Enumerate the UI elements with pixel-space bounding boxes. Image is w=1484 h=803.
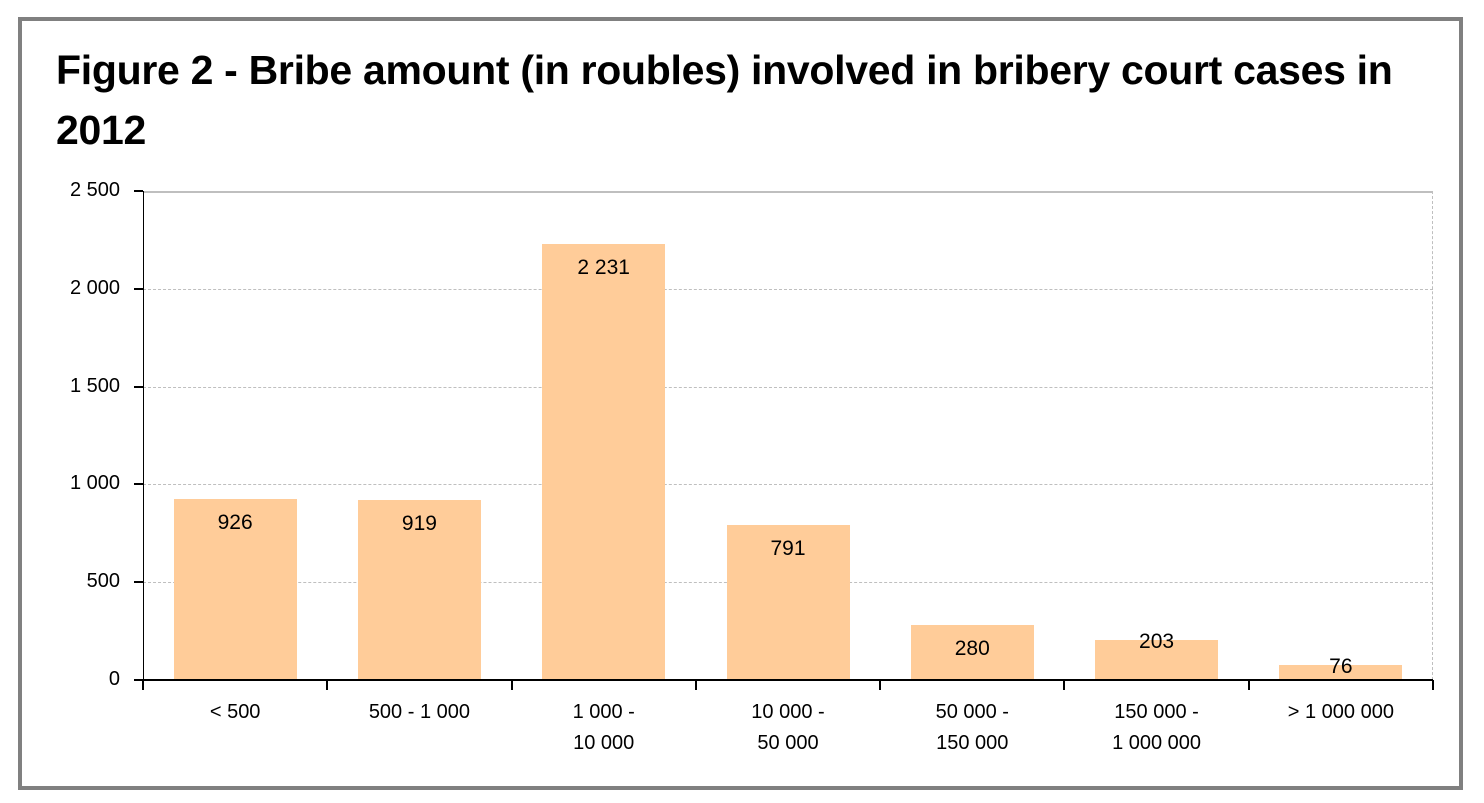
x-axis	[143, 679, 1433, 681]
plot-right-border	[1432, 191, 1433, 680]
y-tick-label: 1 000	[69, 472, 120, 495]
gridline	[143, 484, 1433, 486]
y-tick	[134, 190, 143, 192]
x-tick	[1247, 680, 1250, 690]
bar-value-label: 76	[1329, 655, 1353, 679]
x-tick	[1432, 680, 1434, 690]
gridline	[143, 288, 1433, 290]
x-tick	[879, 680, 882, 690]
chart-title: Figure 2 - Bribe amount (in roubles) inv…	[56, 47, 1393, 153]
y-tick-label: 500	[86, 570, 120, 593]
gridline	[143, 191, 1433, 193]
x-tick	[326, 680, 329, 690]
bar	[542, 243, 666, 680]
bar-value-label: 919	[401, 512, 437, 536]
bar	[1095, 640, 1219, 680]
bar	[726, 525, 850, 680]
gridline	[143, 386, 1433, 388]
x-tick	[510, 680, 513, 690]
x-tick	[142, 680, 144, 690]
y-tick-label: 0	[108, 668, 120, 690]
bar-value-label: 926	[217, 510, 253, 534]
x-category-label: 10 000 - 50 000	[751, 701, 825, 754]
bar-value-label: 203	[1139, 630, 1175, 654]
y-tick	[134, 385, 143, 388]
y-tick	[134, 287, 143, 290]
y-tick-label: 1 500	[69, 374, 120, 397]
bar	[357, 500, 481, 680]
x-category-label: < 500	[209, 701, 261, 723]
y-tick	[134, 581, 143, 584]
x-category-label: 500 - 1 000	[368, 701, 471, 723]
bar	[173, 498, 297, 680]
bar	[1279, 665, 1403, 680]
x-category-label: 1 000 - 10 000	[572, 701, 635, 754]
y-tick	[134, 679, 143, 681]
y-tick	[134, 483, 143, 486]
bar-value-label: 280	[954, 637, 990, 661]
y-axis	[143, 191, 144, 680]
plot-area: 926 < 500 919 500 - 1 000 2 231 1 000 - 10 00…	[134, 190, 1434, 754]
y-tick-label: 2 500	[69, 179, 120, 201]
bar	[910, 625, 1034, 680]
x-category-label: 50 000 - 150 000	[935, 701, 1009, 754]
y-tick-label: 2 000	[69, 276, 120, 299]
x-tick	[694, 680, 697, 690]
bar-value-label: 791	[770, 537, 806, 561]
x-category-label: > 1 000 000	[1287, 701, 1394, 723]
x-category-label: 150 000 - 1 000 000	[1112, 701, 1202, 754]
bar-value-label: 2 231	[577, 255, 630, 279]
x-tick	[1063, 680, 1066, 690]
